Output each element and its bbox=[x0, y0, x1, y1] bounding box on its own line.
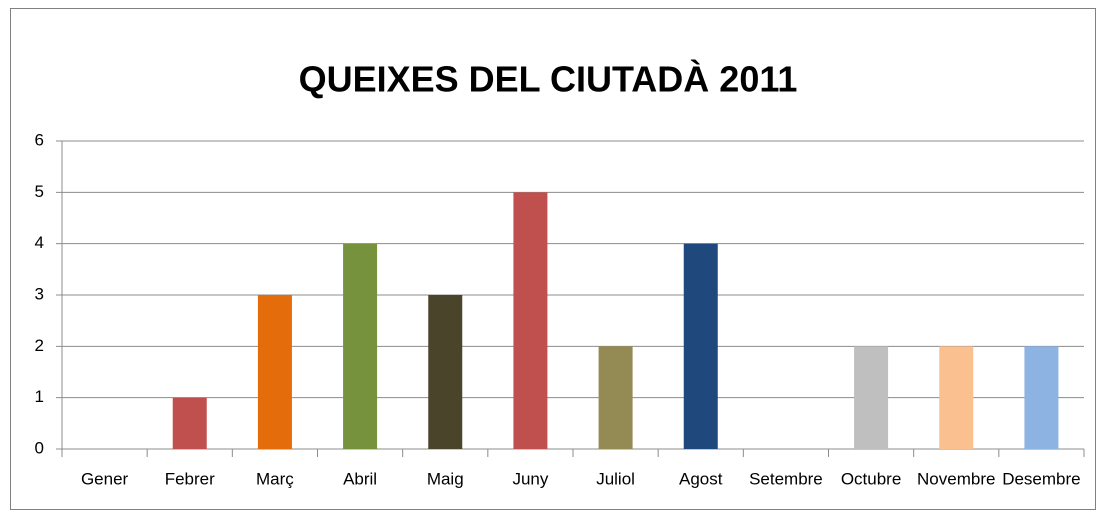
bar bbox=[257, 295, 292, 449]
x-tick-label: Desembre bbox=[1002, 469, 1080, 488]
bar bbox=[683, 243, 718, 449]
y-tick-label: 0 bbox=[35, 438, 44, 457]
bar bbox=[854, 346, 889, 449]
x-tick-label: Juliol bbox=[596, 469, 635, 488]
y-tick-label: 1 bbox=[35, 387, 44, 406]
chart-title: QUEIXES DEL CIUTADÀ 2011 bbox=[299, 59, 798, 100]
x-tick-label: Març bbox=[256, 469, 294, 488]
bar bbox=[513, 192, 548, 450]
bar bbox=[598, 346, 633, 449]
y-tick-label: 5 bbox=[35, 182, 44, 201]
x-tick-label: Agost bbox=[679, 469, 723, 488]
bar bbox=[343, 243, 378, 449]
x-tick-label: Setembre bbox=[749, 469, 823, 488]
bar bbox=[172, 397, 207, 449]
y-tick-label: 2 bbox=[35, 336, 44, 355]
y-tick-label: 6 bbox=[35, 130, 44, 149]
x-tick-label: Juny bbox=[512, 469, 548, 488]
x-tick-label: Febrer bbox=[165, 469, 215, 488]
y-tick-label: 3 bbox=[35, 284, 44, 303]
x-tick-label: Octubre bbox=[841, 469, 901, 488]
y-tick-label: 4 bbox=[35, 233, 44, 252]
x-tick-label: Abril bbox=[343, 469, 377, 488]
x-tick-label: Gener bbox=[81, 469, 129, 488]
x-tick-label: Novembre bbox=[917, 469, 995, 488]
bar bbox=[939, 346, 974, 449]
x-tick-label: Maig bbox=[427, 469, 464, 488]
bar bbox=[428, 295, 463, 449]
bar bbox=[1024, 346, 1059, 449]
